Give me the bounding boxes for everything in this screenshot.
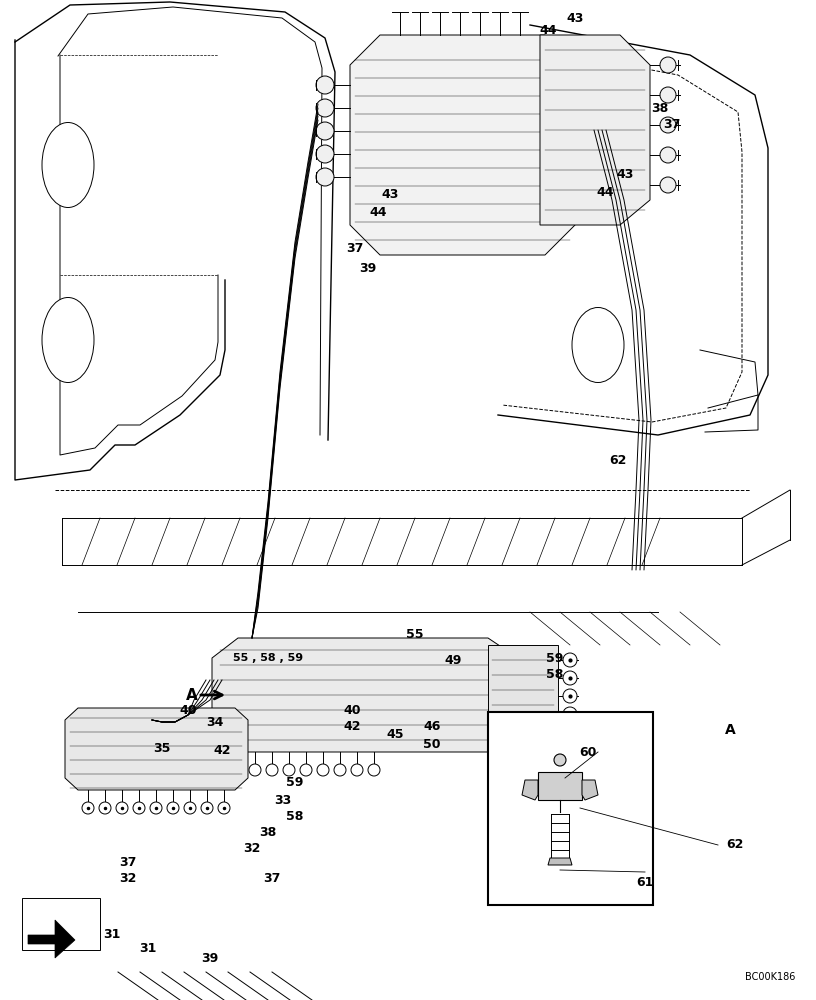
Ellipse shape <box>660 177 676 193</box>
Ellipse shape <box>249 764 261 776</box>
Text: 32: 32 <box>243 842 260 854</box>
Ellipse shape <box>316 76 334 94</box>
Text: 43: 43 <box>381 188 399 202</box>
Text: 60: 60 <box>579 746 596 758</box>
Ellipse shape <box>201 802 213 814</box>
Text: 31: 31 <box>140 942 157 954</box>
Text: 59: 59 <box>547 652 564 664</box>
Ellipse shape <box>563 653 577 667</box>
Polygon shape <box>65 708 248 790</box>
Polygon shape <box>548 858 572 865</box>
Ellipse shape <box>563 707 577 721</box>
Text: 61: 61 <box>636 876 654 888</box>
Text: 44: 44 <box>596 186 614 198</box>
Ellipse shape <box>167 802 179 814</box>
Ellipse shape <box>554 754 566 766</box>
Text: 33: 33 <box>274 794 291 806</box>
Text: 40: 40 <box>344 704 361 716</box>
Ellipse shape <box>660 57 676 73</box>
Ellipse shape <box>116 802 128 814</box>
Polygon shape <box>488 645 558 748</box>
Ellipse shape <box>316 122 334 140</box>
Text: 45: 45 <box>386 728 404 742</box>
Ellipse shape <box>334 764 346 776</box>
Ellipse shape <box>584 122 600 138</box>
Text: 46: 46 <box>424 720 441 734</box>
Polygon shape <box>350 35 575 255</box>
Ellipse shape <box>584 97 600 113</box>
Bar <box>488 712 653 905</box>
Bar <box>22 898 100 950</box>
Text: 39: 39 <box>202 952 219 964</box>
Text: A: A <box>725 723 735 737</box>
Text: 32: 32 <box>119 871 137 884</box>
Text: 38: 38 <box>651 102 668 114</box>
Text: 58: 58 <box>286 810 304 824</box>
Ellipse shape <box>351 764 363 776</box>
Polygon shape <box>538 772 582 800</box>
Text: 34: 34 <box>206 716 224 730</box>
Ellipse shape <box>317 764 329 776</box>
Ellipse shape <box>563 671 577 685</box>
Text: BC00K186: BC00K186 <box>745 972 795 982</box>
Text: 44: 44 <box>539 23 557 36</box>
Ellipse shape <box>584 172 600 188</box>
Ellipse shape <box>368 764 380 776</box>
Text: 59: 59 <box>286 776 304 788</box>
Text: 37: 37 <box>264 871 281 884</box>
Text: 51: 51 <box>512 720 529 734</box>
Ellipse shape <box>660 87 676 103</box>
Ellipse shape <box>660 147 676 163</box>
Ellipse shape <box>150 802 162 814</box>
Text: 42: 42 <box>344 720 361 734</box>
Text: 38: 38 <box>259 826 277 838</box>
Text: 40: 40 <box>180 704 197 716</box>
Ellipse shape <box>572 308 624 382</box>
Ellipse shape <box>563 689 577 703</box>
Text: 39: 39 <box>359 261 377 274</box>
Text: 42: 42 <box>213 744 231 756</box>
Ellipse shape <box>133 802 145 814</box>
Ellipse shape <box>300 764 312 776</box>
Ellipse shape <box>316 99 334 117</box>
Ellipse shape <box>316 168 334 186</box>
Text: 55: 55 <box>406 629 424 642</box>
Text: 55 , 58 , 59: 55 , 58 , 59 <box>233 653 303 663</box>
Text: 62: 62 <box>610 454 627 466</box>
Text: 49: 49 <box>445 654 462 666</box>
Text: 62: 62 <box>726 838 743 852</box>
Text: 43: 43 <box>616 168 634 182</box>
Text: 35: 35 <box>153 742 171 754</box>
Ellipse shape <box>42 298 94 382</box>
Ellipse shape <box>99 802 111 814</box>
Text: 37: 37 <box>346 241 364 254</box>
Text: A: A <box>186 688 197 702</box>
Ellipse shape <box>563 725 577 739</box>
Polygon shape <box>540 35 650 225</box>
Polygon shape <box>212 638 518 752</box>
Ellipse shape <box>266 764 278 776</box>
Text: 43: 43 <box>566 11 583 24</box>
Ellipse shape <box>584 72 600 88</box>
Text: 44: 44 <box>370 207 387 220</box>
Polygon shape <box>582 780 598 800</box>
Ellipse shape <box>584 197 600 213</box>
Ellipse shape <box>218 802 230 814</box>
Text: 37: 37 <box>663 118 681 131</box>
Ellipse shape <box>42 122 94 208</box>
Ellipse shape <box>316 145 334 163</box>
Text: 50: 50 <box>424 738 441 752</box>
Text: 37: 37 <box>119 856 137 868</box>
Polygon shape <box>522 780 538 800</box>
Ellipse shape <box>82 802 94 814</box>
Polygon shape <box>28 920 75 958</box>
Ellipse shape <box>184 802 196 814</box>
Ellipse shape <box>283 764 295 776</box>
Ellipse shape <box>584 147 600 163</box>
Text: 31: 31 <box>104 928 121 942</box>
Ellipse shape <box>660 117 676 133</box>
Text: 58: 58 <box>547 668 564 682</box>
